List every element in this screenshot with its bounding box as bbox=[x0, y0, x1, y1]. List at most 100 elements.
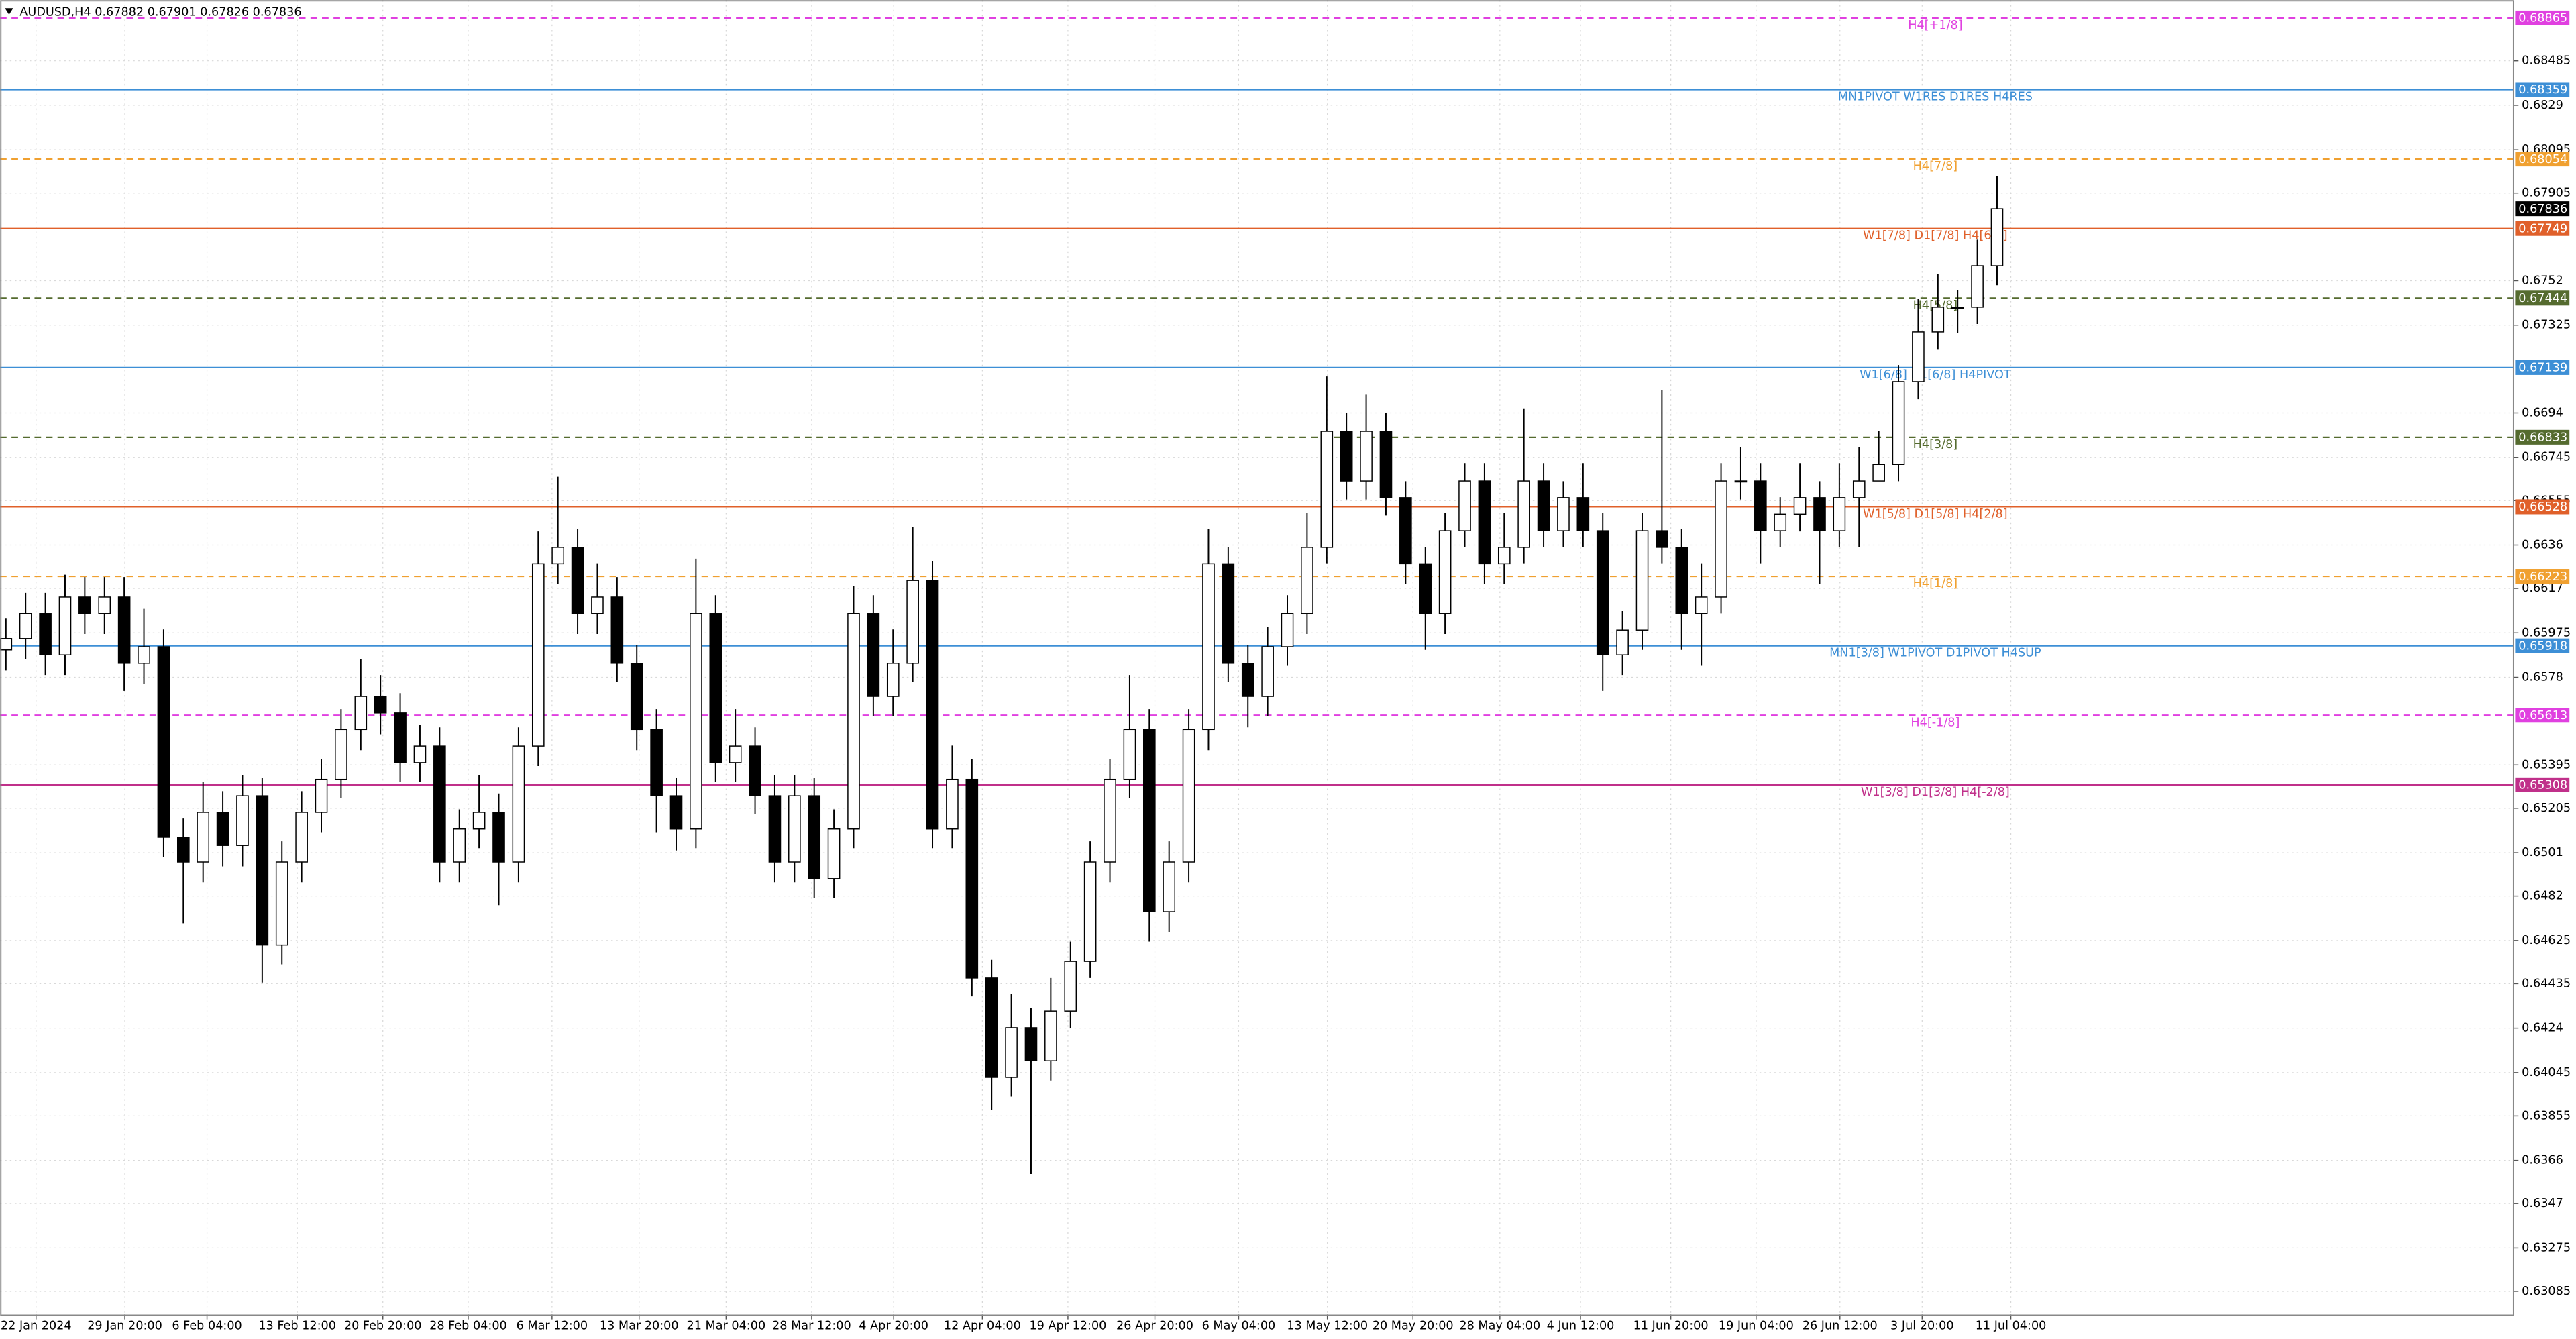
candle-body bbox=[1833, 497, 1846, 531]
candle-body bbox=[551, 547, 564, 565]
candle-body bbox=[1734, 480, 1748, 483]
candle-body bbox=[946, 778, 959, 830]
x-tick-label: 26 Apr 20:00 bbox=[1116, 1319, 1193, 1332]
price-box bbox=[2515, 201, 2570, 217]
price-box bbox=[2515, 10, 2570, 25]
y-tick-label: 0.6501 bbox=[2522, 846, 2563, 859]
grid bbox=[0, 0, 2514, 1315]
price-box bbox=[2515, 360, 2570, 375]
candle-body bbox=[1616, 629, 1629, 655]
candle-body bbox=[1222, 563, 1235, 664]
x-tick-label: 13 May 12:00 bbox=[1287, 1319, 1368, 1332]
candle-body bbox=[1419, 563, 1432, 614]
candle-body bbox=[1971, 265, 1984, 308]
candle-body bbox=[1438, 530, 1452, 614]
candle-body bbox=[729, 745, 742, 763]
symbol-menu-icon[interactable] bbox=[5, 8, 13, 15]
candle-body bbox=[1517, 480, 1530, 548]
candle-body bbox=[1083, 861, 1097, 962]
candle-body bbox=[1635, 530, 1649, 631]
x-tick-label: 19 Apr 12:00 bbox=[1029, 1319, 1106, 1332]
candle-body bbox=[965, 778, 979, 979]
candle-body bbox=[571, 547, 584, 614]
level-label: W1[7/8] D1[7/8] H4[6/8] bbox=[1863, 229, 2007, 243]
candles bbox=[0, 176, 2004, 1175]
candle-body bbox=[1399, 497, 1412, 565]
candle-body bbox=[19, 613, 32, 639]
candle-body bbox=[472, 812, 486, 830]
candle-body bbox=[690, 613, 702, 830]
level-label: H4[5/8] bbox=[1913, 299, 1958, 312]
candle-body bbox=[906, 580, 919, 664]
price-box bbox=[2515, 569, 2570, 584]
candle-body bbox=[492, 812, 505, 863]
price-box-label: 0.65613 bbox=[2518, 709, 2567, 722]
x-tick-label: 28 Mar 12:00 bbox=[772, 1319, 851, 1332]
candle-body bbox=[1852, 480, 1866, 498]
candle-body bbox=[1320, 431, 1334, 548]
x-tick-label: 12 Apr 04:00 bbox=[944, 1319, 1021, 1332]
candle-body bbox=[1182, 729, 1195, 863]
candle-body bbox=[78, 596, 91, 614]
candle-body bbox=[669, 795, 683, 830]
x-tick-label: 22 Jan 2024 bbox=[1, 1319, 72, 1332]
candle-body bbox=[1892, 381, 1905, 465]
candle-body bbox=[1104, 778, 1116, 863]
level-label: W1[5/8] D1[5/8] H4[2/8] bbox=[1863, 507, 2007, 521]
candle-body bbox=[1497, 547, 1511, 565]
y-tick-label: 0.6752 bbox=[2522, 274, 2563, 287]
level-label: W1[3/8] D1[3/8] H4[-2/8] bbox=[1861, 786, 2010, 799]
candle-body bbox=[176, 837, 190, 863]
candle-body bbox=[394, 712, 407, 763]
candle-body bbox=[453, 828, 466, 863]
candle-body bbox=[749, 745, 761, 796]
candle-body bbox=[1142, 729, 1156, 912]
candle-body bbox=[1695, 596, 1708, 614]
price-box bbox=[2515, 777, 2570, 792]
x-tick-label: 11 Jun 20:00 bbox=[1633, 1319, 1709, 1332]
price-box-label: 0.68359 bbox=[2518, 83, 2567, 97]
candle-body bbox=[1379, 431, 1393, 498]
candle-body bbox=[295, 812, 308, 863]
price-box-label: 0.67139 bbox=[2518, 362, 2567, 375]
y-tick-label: 0.6482 bbox=[2522, 890, 2563, 903]
candle-body bbox=[591, 596, 604, 614]
y-tick-label: 0.68485 bbox=[2522, 54, 2571, 68]
candle-body bbox=[1793, 497, 1807, 515]
candle-body bbox=[847, 613, 860, 830]
level-label: MN1PIVOT W1RES D1RES H4RES bbox=[1838, 91, 2033, 104]
y-tick-label: 0.66745 bbox=[2522, 451, 2571, 464]
price-box bbox=[2515, 290, 2570, 306]
candle-body bbox=[1951, 307, 1964, 309]
candle-body bbox=[827, 828, 841, 879]
candle-body bbox=[315, 778, 328, 813]
candle-body bbox=[197, 812, 209, 863]
candle-body bbox=[1024, 1027, 1038, 1061]
candle-body bbox=[433, 745, 446, 863]
y-tick-label: 0.64435 bbox=[2522, 977, 2571, 990]
price-box-label: 0.66528 bbox=[2518, 500, 2567, 514]
y-tick-label: 0.64045 bbox=[2522, 1066, 2571, 1079]
candle-body bbox=[1458, 480, 1471, 531]
x-tick-label: 29 Jan 20:00 bbox=[87, 1319, 162, 1332]
y-tick-label: 0.65975 bbox=[2522, 626, 2571, 639]
candle-body bbox=[1715, 480, 1727, 598]
candle-body bbox=[138, 646, 150, 664]
candle-body bbox=[335, 729, 347, 780]
price-box bbox=[2515, 708, 2570, 723]
chart-title: AUDUSD,H4 0.67882 0.67901 0.67826 0.6783… bbox=[19, 5, 301, 19]
candle-body bbox=[1872, 464, 1885, 482]
price-box bbox=[2515, 499, 2570, 515]
candle-body bbox=[867, 613, 880, 697]
y-tick-label: 0.67325 bbox=[2522, 319, 2571, 332]
candle-body bbox=[1360, 431, 1373, 482]
y-tick-label: 0.6636 bbox=[2522, 539, 2563, 552]
candle-body bbox=[1340, 431, 1353, 482]
candle-body bbox=[1478, 480, 1491, 565]
candle-body bbox=[256, 795, 269, 946]
price-box bbox=[2515, 221, 2570, 236]
candle-body bbox=[1044, 1010, 1057, 1061]
x-tick-label: 6 Mar 12:00 bbox=[517, 1319, 588, 1332]
